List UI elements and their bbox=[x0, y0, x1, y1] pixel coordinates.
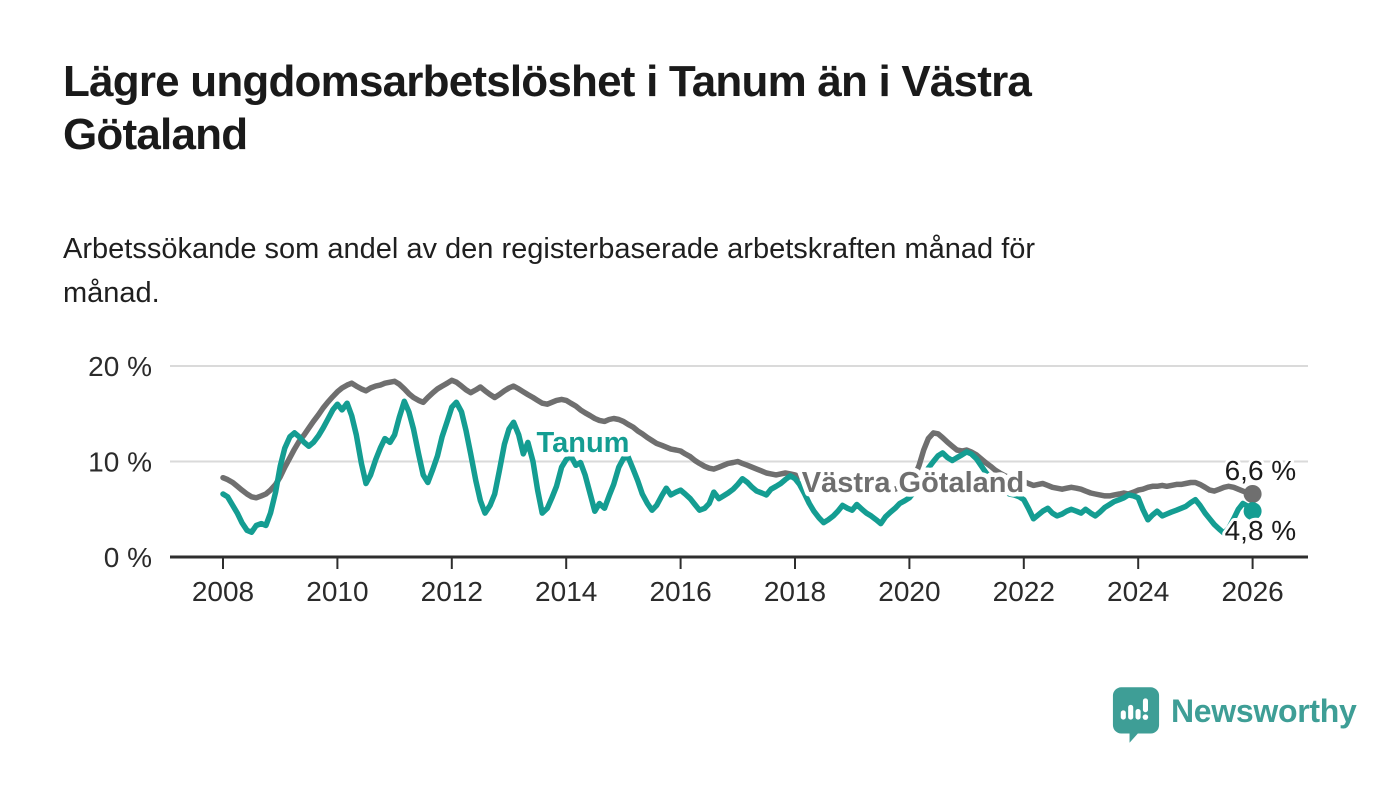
y-tick-label: 20 % bbox=[88, 351, 152, 382]
x-tick-label: 2024 bbox=[1107, 576, 1169, 607]
logo-bar-2 bbox=[1128, 704, 1134, 720]
x-tick-label: 2008 bbox=[192, 576, 254, 607]
page-title: Lägre ungdomsarbetslöshet i Tanum än i V… bbox=[63, 56, 1363, 162]
x-tick-label: 2014 bbox=[535, 576, 597, 607]
x-tick-label: 2026 bbox=[1221, 576, 1283, 607]
series-label-v-stra-g-taland: Västra Götaland bbox=[802, 467, 1024, 499]
chart-subtitle-line-1: Arbetssökande som andel av den registerb… bbox=[63, 233, 1036, 265]
series-endpoint-v-stra-g-taland bbox=[1243, 484, 1262, 503]
series-label-tanum: Tanum bbox=[537, 427, 630, 459]
newsworthy-bubble-chart-icon bbox=[1112, 687, 1160, 743]
series-endpoint-tanum bbox=[1243, 502, 1262, 521]
end-value-label-tanum: 4,8 % bbox=[1225, 515, 1297, 546]
newsworthy-logo-text: Newsworthy bbox=[1171, 693, 1357, 729]
series-line-tanum bbox=[220, 398, 1256, 536]
newsworthy-logo: Newsworthy bbox=[1112, 686, 1357, 744]
x-tick-label: 2018 bbox=[764, 576, 826, 607]
page-title-line-2: Götaland bbox=[63, 109, 248, 159]
x-tick-label: 2012 bbox=[421, 576, 483, 607]
x-tick-label: 2010 bbox=[306, 576, 368, 607]
series-line-v-stra-g-taland bbox=[220, 377, 1256, 501]
end-value-label-v-stra-g-taland: 6,6 % bbox=[1225, 455, 1297, 486]
y-tick-label: 0 % bbox=[104, 542, 152, 573]
page-title-line-1: Lägre ungdomsarbetslöshet i Tanum än i V… bbox=[63, 57, 1032, 106]
x-tick-label: 2020 bbox=[878, 576, 940, 607]
chart-subtitle-line-2: månad. bbox=[63, 276, 160, 309]
x-tick-label: 2016 bbox=[649, 576, 711, 607]
y-tick-label: 10 % bbox=[88, 447, 152, 478]
logo-exclamation-dot bbox=[1142, 714, 1149, 720]
logo-exclamation-bar bbox=[1142, 698, 1148, 713]
chart-subtitle: Arbetssökande som andel av den registerb… bbox=[63, 228, 1363, 315]
logo-bar-3 bbox=[1135, 709, 1141, 720]
x-tick-label: 2022 bbox=[993, 576, 1055, 607]
logo-bar-1 bbox=[1120, 710, 1126, 720]
